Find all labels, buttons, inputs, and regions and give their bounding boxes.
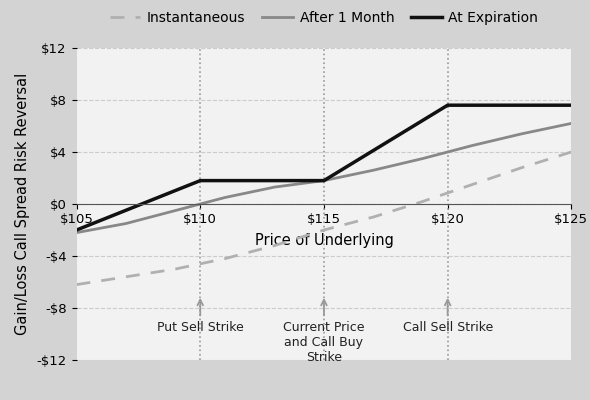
Instantaneous [469, 182, 476, 187]
At Expiration [469, 103, 476, 108]
Instantaneous [271, 243, 278, 248]
After 1 Month [73, 230, 80, 235]
After 1 Month [320, 178, 327, 183]
Text: Put Sell Strike: Put Sell Strike [157, 300, 244, 334]
Instantaneous [172, 266, 179, 271]
X-axis label: Price of Underlying: Price of Underlying [254, 233, 393, 248]
Instantaneous [123, 274, 130, 279]
Instantaneous [518, 165, 525, 170]
Line: Instantaneous: Instantaneous [77, 152, 571, 285]
After 1 Month [370, 168, 377, 173]
At Expiration [444, 103, 451, 108]
At Expiration [320, 178, 327, 183]
At Expiration [73, 228, 80, 232]
After 1 Month [123, 221, 130, 226]
After 1 Month [172, 208, 179, 213]
Instantaneous [568, 150, 575, 154]
After 1 Month [419, 156, 426, 161]
At Expiration [197, 178, 204, 183]
Instantaneous [419, 199, 426, 204]
Instantaneous [73, 282, 80, 287]
After 1 Month [469, 143, 476, 148]
Instantaneous [370, 214, 377, 219]
Line: At Expiration: At Expiration [77, 105, 571, 230]
Instantaneous [221, 256, 229, 261]
Text: Call Sell Strike: Call Sell Strike [402, 300, 493, 334]
After 1 Month [568, 121, 575, 126]
Line: After 1 Month: After 1 Month [77, 123, 571, 232]
Y-axis label: Gain/Loss Call Spread Risk Reversal: Gain/Loss Call Spread Risk Reversal [15, 73, 29, 335]
After 1 Month [518, 131, 525, 136]
Instantaneous [320, 228, 327, 232]
After 1 Month [271, 185, 278, 190]
Text: Current Price
and Call Buy
Strike: Current Price and Call Buy Strike [283, 300, 365, 364]
At Expiration [568, 103, 575, 108]
Legend: Instantaneous, After 1 Month, At Expiration: Instantaneous, After 1 Month, At Expirat… [104, 5, 544, 30]
After 1 Month [221, 195, 229, 200]
